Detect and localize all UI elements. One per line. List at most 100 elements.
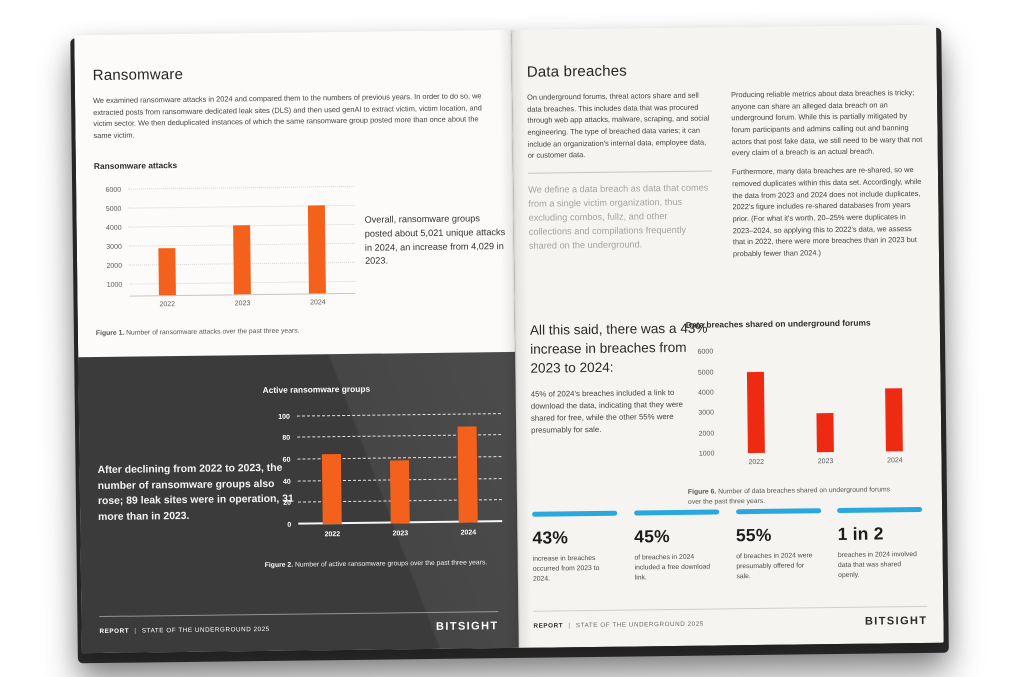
breach-increase-heading: All this said, there was a 43% increase … <box>529 320 708 376</box>
figure-2-heading: Active ransomware groups <box>262 383 371 396</box>
ransomware-intro-paragraph: We examined ransomware attacks in 2024 a… <box>93 91 482 141</box>
y-axis-tick-label: 5000 <box>697 369 714 377</box>
x-axis-label: 2024 <box>887 457 903 465</box>
stat-card-1in2: 1 in 2 breaches in 2024 involved data th… <box>837 506 927 582</box>
stat-card-45: 45% of breaches in 2024 included a free … <box>633 509 724 584</box>
y-axis-tick-label: 5000 <box>105 205 122 213</box>
y-axis-tick-label: 6000 <box>697 348 714 356</box>
blue-accent-bar <box>532 510 618 517</box>
figure-6-caption: Figure 6. Number of data breaches shared… <box>688 485 898 508</box>
data-breaches-left-column: On underground forums, threat actors sha… <box>527 90 713 263</box>
y-axis-tick-label: 2000 <box>106 262 123 270</box>
footer-report-title: STATE OF THE UNDERGROUND 2025 <box>575 620 704 629</box>
chart-bar <box>233 225 251 295</box>
gridline <box>296 412 501 417</box>
footer-separator: | <box>568 621 571 629</box>
y-axis-tick-label: 2000 <box>698 430 715 438</box>
column-divider-line <box>528 170 713 174</box>
stat-description: of breaches in 2024 were presumably offe… <box>736 552 813 581</box>
figure-2-caption-text: Number of active ransomware groups over … <box>294 559 488 569</box>
x-axis-label: 2022 <box>748 458 765 467</box>
bitsight-logo: BITSIGHT <box>435 620 499 633</box>
data-breach-definition-quote: We define a data breach as data that com… <box>528 182 709 251</box>
stat-description: of breaches in 2024 included a free down… <box>634 553 711 582</box>
metrics-caveat-paragraph: Producing reliable metrics about data br… <box>731 88 923 158</box>
y-axis-tick-label: 3000 <box>698 409 714 417</box>
figure-1-caption-text: Number of ransomware attacks over the pa… <box>126 327 300 337</box>
active-groups-dark-section: After declining from 2022 to 2023, the n… <box>78 351 519 654</box>
y-axis-tick-label: 100 <box>278 413 290 421</box>
stat-value: 43% <box>532 527 569 548</box>
page-ransomware: Ransomware We examined ransomware attack… <box>74 29 519 654</box>
figure-2-caption-label: Figure 2. <box>264 561 294 570</box>
breach-increase-subparagraph: 45% of 2024's breaches included a link t… <box>530 388 684 436</box>
stat-cards-row: 43% increase in breaches occurred from 2… <box>532 506 927 586</box>
y-axis-tick-label: 6000 <box>105 186 122 194</box>
figure-1-plot-area: 1000 2000 3000 4000 5000 6000 2022 2023 2024 <box>106 179 356 308</box>
page-data-breaches: Data breaches On underground forums, thr… <box>511 24 944 648</box>
stat-card-43: 43% increase in breaches occurred from 2… <box>532 510 622 586</box>
y-axis-tick-label: 20 <box>283 500 292 508</box>
stat-value: 55% <box>735 524 772 546</box>
breach-increase-section: All this said, there was a 43% increase … <box>529 317 928 506</box>
chart-bar <box>308 205 327 294</box>
deduplication-paragraph: Furthermore, many data breaches are re-s… <box>731 165 922 259</box>
figure-2-plot-area: 0 20 40 60 80 100 2022 2023 2024 <box>278 406 503 538</box>
figure-2-plot: 0 20 40 60 80 100 2022 2023 2024 <box>263 404 509 541</box>
left-footer-meta: REPORT | STATE OF THE UNDERGROUND 2025 <box>99 625 269 634</box>
chart-bar <box>321 453 342 525</box>
y-axis-tick-label: 4000 <box>105 224 122 232</box>
figure-6-data-breaches-chart: Data breaches shared on underground foru… <box>686 317 936 508</box>
x-axis-label: 2022 <box>159 301 176 309</box>
y-axis-tick-label: 4000 <box>698 389 714 397</box>
figure-1-caption-label: Figure 1. <box>95 329 125 338</box>
blue-accent-bar <box>633 509 720 516</box>
data-breaches-columns: On underground forums, threat actors sha… <box>527 87 925 262</box>
figure-6-caption-label: Figure 6. <box>687 488 717 496</box>
open-report-book: Ransomware We examined ransomware attack… <box>70 24 949 664</box>
chart-bar <box>158 247 176 296</box>
blue-accent-bar <box>735 508 821 515</box>
figure-1-plot: 1000 2000 3000 4000 5000 6000 2022 2023 2024 <box>94 178 362 313</box>
chart-bar <box>746 371 765 454</box>
right-page-footer: REPORT | STATE OF THE UNDERGROUND 2025 B… <box>533 605 928 632</box>
footer-separator: | <box>134 627 137 635</box>
y-axis-tick-label: 0 <box>287 521 292 529</box>
figure-1-caption: Figure 1. Number of ransomware attacks o… <box>96 326 356 339</box>
stat-description: breaches in 2024 involved data that was … <box>837 551 917 580</box>
footer-report-label: REPORT <box>99 627 130 635</box>
x-axis-label: 2023 <box>392 530 409 538</box>
footer-report-title: STATE OF THE UNDERGROUND 2025 <box>141 625 270 635</box>
stat-card-55: 55% of breaches in 2024 were presumably … <box>735 508 826 583</box>
y-axis-tick-label: 60 <box>282 456 291 464</box>
y-axis-tick-label: 1000 <box>698 450 715 458</box>
figure-6-plot-area: 1000 2000 3000 4000 5000 6000 2022 2023 2024 <box>698 341 929 466</box>
blue-accent-bar <box>837 506 923 514</box>
stat-description: increase in breaches occurred from 2023 … <box>532 554 600 584</box>
chart-bar <box>885 388 904 452</box>
y-axis-tick-label: 1000 <box>106 281 123 289</box>
ransomware-callout-text: Overall, ransomware groups posted about … <box>364 213 506 267</box>
figure-6-plot: 1000 2000 3000 4000 5000 6000 2022 2023 2024 <box>686 339 936 470</box>
chart-bar <box>816 412 834 453</box>
footer-report-label: REPORT <box>533 621 564 630</box>
chart-bar <box>457 425 478 523</box>
figure-6-heading: Data breaches shared on underground foru… <box>685 317 871 330</box>
gridline <box>128 185 355 190</box>
data-breaches-right-column: Producing reliable metrics about data br… <box>731 87 925 260</box>
right-footer-meta: REPORT | STATE OF THE UNDERGROUND 2025 <box>533 620 703 629</box>
y-axis-tick-label: 3000 <box>106 243 122 251</box>
y-axis-tick-label: 40 <box>282 478 291 486</box>
x-axis-label: 2022 <box>324 531 341 539</box>
figure-1-ransomware-attacks-chart: 1000 2000 3000 4000 5000 6000 2022 2023 2024 Fig… <box>94 178 362 337</box>
data-breaches-section-title: Data breaches <box>526 62 628 81</box>
x-axis-label: 2024 <box>310 299 326 307</box>
chart-bar <box>389 460 410 524</box>
ransomware-section-title: Ransomware <box>92 65 184 85</box>
x-axis-label: 2023 <box>234 300 251 308</box>
stat-value: 1 in 2 <box>837 523 884 544</box>
two-page-spread: Ransomware We examined ransomware attack… <box>74 24 944 654</box>
figure-2-active-groups-chart: Active ransomware groups 0 20 40 60 80 100 202… <box>263 382 509 571</box>
bitsight-logo: BITSIGHT <box>864 614 928 628</box>
